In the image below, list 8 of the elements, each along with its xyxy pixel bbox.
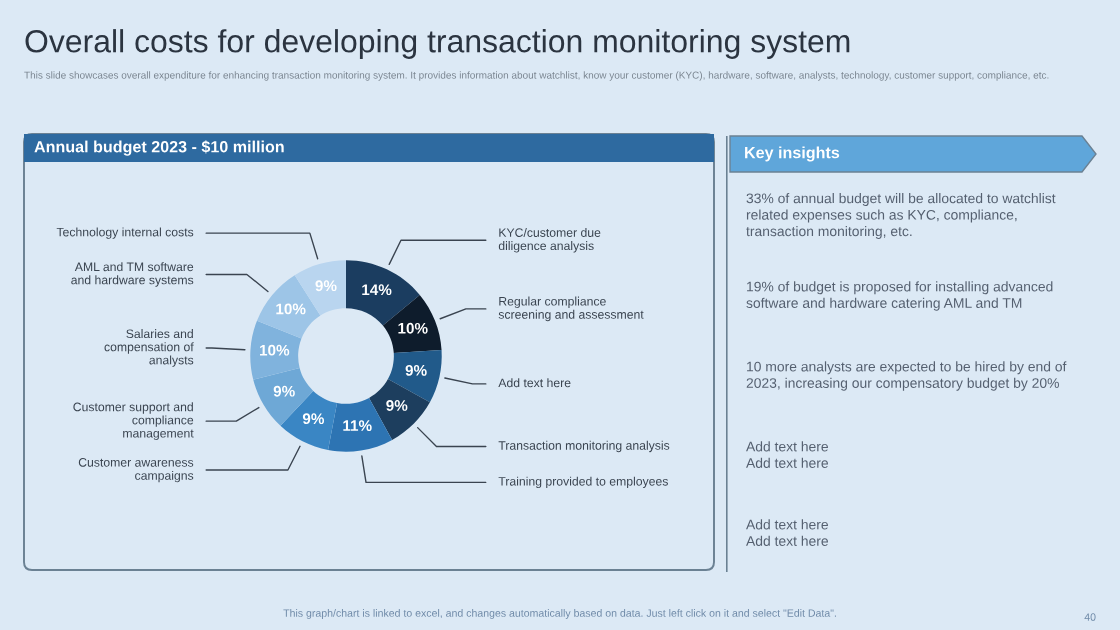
donut-slice	[369, 379, 430, 440]
donut-slice	[387, 349, 442, 403]
donut-slice	[382, 294, 442, 353]
chart-title: Overall costs for developing transaction monitoring system	[25, 29, 850, 59]
text: Key insights	[745, 146, 840, 162]
text: Annual budget 2023 - $10 million	[34, 140, 284, 156]
donut-slice	[346, 260, 420, 326]
donut-slice	[250, 320, 302, 380]
